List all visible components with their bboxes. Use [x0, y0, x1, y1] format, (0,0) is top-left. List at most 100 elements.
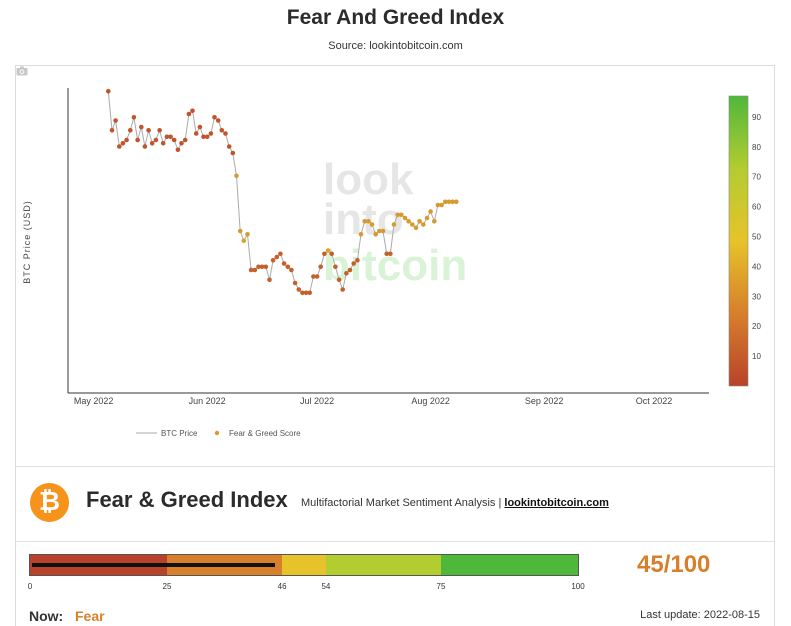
data-point[interactable] — [347, 267, 353, 273]
data-point[interactable] — [223, 131, 228, 136]
data-point[interactable] — [413, 225, 419, 231]
data-point[interactable] — [443, 199, 448, 205]
data-point[interactable] — [355, 258, 360, 263]
data-point[interactable] — [128, 128, 133, 133]
data-point[interactable] — [182, 137, 188, 143]
data-point[interactable] — [417, 219, 422, 224]
data-point[interactable] — [322, 251, 327, 257]
data-point[interactable] — [124, 137, 129, 143]
data-point[interactable] — [289, 267, 294, 273]
data-point[interactable] — [366, 219, 371, 224]
data-point[interactable] — [171, 137, 177, 143]
data-point[interactable] — [212, 115, 217, 120]
data-point[interactable] — [109, 128, 115, 133]
data-point[interactable] — [208, 131, 214, 136]
data-point[interactable] — [204, 134, 210, 140]
data-point[interactable] — [252, 267, 258, 273]
data-point[interactable] — [373, 232, 379, 237]
data-point[interactable] — [421, 222, 426, 227]
data-point[interactable] — [358, 232, 364, 237]
data-point[interactable] — [450, 199, 455, 205]
data-point[interactable] — [135, 137, 140, 143]
data-point[interactable] — [259, 264, 265, 270]
data-point[interactable] — [391, 222, 397, 227]
data-point[interactable] — [179, 141, 184, 146]
data-point[interactable] — [226, 144, 232, 149]
data-point[interactable] — [439, 202, 444, 208]
data-point[interactable] — [285, 264, 291, 270]
data-point[interactable] — [362, 219, 368, 224]
data-point[interactable] — [314, 274, 320, 279]
data-point[interactable] — [120, 141, 126, 146]
data-point[interactable] — [292, 280, 298, 286]
data-point[interactable] — [410, 222, 415, 227]
data-point[interactable] — [186, 111, 192, 117]
data-point[interactable] — [333, 264, 338, 270]
data-point[interactable] — [395, 212, 401, 218]
data-point[interactable] — [146, 128, 151, 133]
data-point[interactable] — [197, 124, 203, 130]
data-point[interactable] — [267, 277, 272, 283]
data-point[interactable] — [117, 144, 122, 149]
data-point[interactable] — [237, 228, 243, 234]
data-point[interactable] — [113, 118, 118, 123]
data-point[interactable] — [388, 251, 393, 257]
data-point[interactable] — [281, 261, 287, 266]
data-point[interactable] — [149, 141, 155, 146]
data-point[interactable] — [351, 261, 357, 266]
chart-card: look into bitcoin BTC Price (USD) May 2022 Ju… — [15, 65, 775, 626]
data-point[interactable] — [454, 199, 459, 205]
data-point[interactable] — [164, 134, 170, 140]
data-point[interactable] — [377, 228, 382, 234]
data-point[interactable] — [399, 212, 404, 218]
data-point[interactable] — [230, 150, 236, 156]
data-point[interactable] — [329, 251, 335, 257]
data-point[interactable] — [303, 290, 309, 296]
data-point[interactable] — [270, 258, 276, 263]
data-point[interactable] — [278, 251, 283, 257]
data-point[interactable] — [428, 209, 433, 214]
gauge-tick-label: 100 — [571, 582, 585, 591]
data-point[interactable] — [311, 274, 316, 279]
data-point[interactable] — [344, 271, 349, 276]
data-point[interactable] — [190, 108, 195, 114]
data-point[interactable] — [300, 290, 305, 296]
data-point[interactable] — [384, 251, 390, 257]
data-point[interactable] — [153, 137, 159, 143]
data-point[interactable] — [336, 277, 342, 283]
data-point[interactable] — [241, 238, 247, 244]
data-point[interactable] — [234, 173, 239, 179]
data-point[interactable] — [160, 141, 166, 146]
data-point[interactable] — [256, 264, 261, 270]
data-point[interactable] — [307, 290, 313, 296]
data-point[interactable] — [274, 254, 280, 260]
data-point[interactable] — [424, 215, 430, 221]
data-point[interactable] — [435, 202, 441, 208]
data-point[interactable] — [106, 89, 111, 94]
data-point[interactable] — [248, 267, 254, 273]
data-point[interactable] — [296, 287, 302, 292]
data-point[interactable] — [325, 248, 331, 253]
data-point[interactable] — [215, 118, 221, 123]
data-point[interactable] — [432, 219, 437, 224]
data-point[interactable] — [175, 147, 181, 153]
data-point[interactable] — [142, 144, 148, 149]
data-point[interactable] — [193, 131, 199, 136]
data-point[interactable] — [131, 115, 137, 120]
data-point[interactable] — [369, 222, 375, 227]
data-point[interactable] — [245, 232, 250, 237]
data-point[interactable] — [219, 128, 225, 133]
data-point[interactable] — [446, 199, 452, 205]
data-point[interactable] — [263, 264, 269, 270]
data-point[interactable] — [139, 124, 144, 130]
data-point[interactable] — [380, 228, 386, 234]
data-point[interactable] — [340, 287, 346, 292]
data-point[interactable] — [201, 134, 206, 140]
source-link[interactable]: lookintobitcoin.com — [504, 497, 609, 509]
data-point[interactable] — [157, 128, 162, 133]
data-point[interactable] — [168, 134, 173, 140]
data-point[interactable] — [402, 215, 408, 221]
camera-icon[interactable] — [16, 66, 28, 76]
data-point[interactable] — [406, 219, 411, 224]
data-point[interactable] — [318, 264, 324, 270]
